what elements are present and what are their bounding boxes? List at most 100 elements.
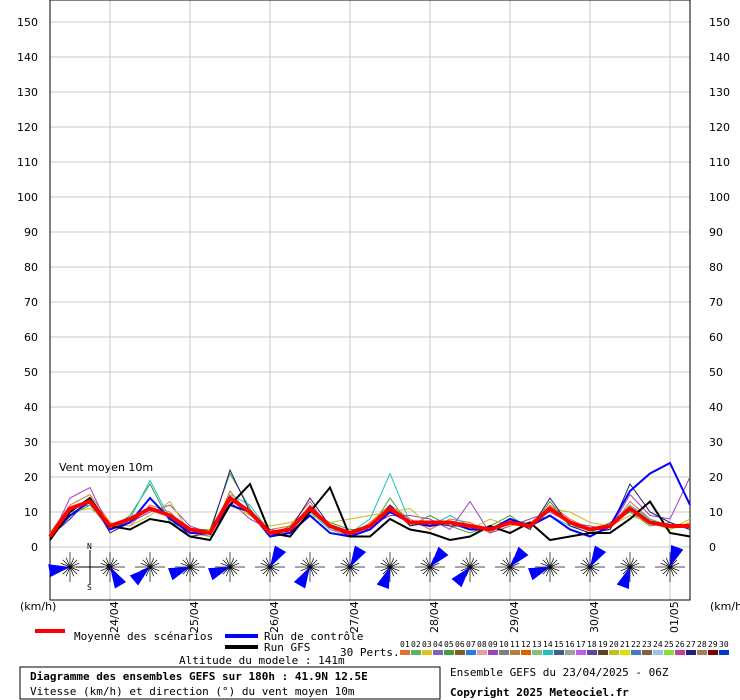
perturbation-swatch xyxy=(708,650,718,655)
rose-spoke xyxy=(340,562,351,568)
rose-spoke xyxy=(545,557,551,568)
rose-spoke xyxy=(549,562,560,568)
rose-spoke xyxy=(469,566,475,577)
rose-spoke xyxy=(462,559,471,568)
perturbation-swatch xyxy=(543,650,553,655)
perturbation-swatch xyxy=(455,650,465,655)
rose-spoke xyxy=(429,562,440,568)
y-tick-label: 120 xyxy=(17,121,38,134)
rose-spoke xyxy=(629,566,635,577)
rose-spoke xyxy=(349,566,355,577)
rose-spoke xyxy=(189,562,200,568)
plot-frame xyxy=(49,0,691,601)
perturbation-swatch xyxy=(499,650,509,655)
rose-wedge xyxy=(590,545,607,567)
rose-spoke xyxy=(149,566,160,572)
rose-spoke xyxy=(222,559,231,568)
perturbation-swatch xyxy=(554,650,564,655)
perturbation-swatch xyxy=(587,650,597,655)
y-tick-label: 130 xyxy=(17,86,38,99)
rose-spoke xyxy=(542,559,551,568)
rose-spoke xyxy=(429,566,438,575)
rose-spoke xyxy=(389,557,395,568)
rose-wedge xyxy=(168,567,190,581)
y-tick-label-right: 150 xyxy=(709,16,730,29)
perturbation-label: 06 xyxy=(455,640,465,649)
rose-wedge xyxy=(208,567,230,581)
compass-label: E xyxy=(106,563,111,572)
rose-spoke xyxy=(105,557,111,568)
rose-spoke xyxy=(109,562,120,568)
rose-spoke xyxy=(589,566,600,572)
perturbation-label: 14 xyxy=(543,640,553,649)
rose-spoke xyxy=(582,559,591,568)
rose-spoke xyxy=(342,559,351,568)
rose-spoke xyxy=(509,557,515,568)
rose-spoke xyxy=(622,559,631,568)
rose-spoke xyxy=(542,566,551,575)
perturbation-label: 18 xyxy=(587,640,597,649)
perturbation-label: 27 xyxy=(686,640,696,649)
rose-wedge xyxy=(350,545,367,567)
y-tick-label: 150 xyxy=(17,16,38,29)
perturbation-label: 25 xyxy=(664,640,674,649)
rose-spoke xyxy=(665,566,671,577)
rose-spoke xyxy=(425,566,431,577)
perturbation-swatch xyxy=(697,650,707,655)
rose-spoke xyxy=(149,557,155,568)
rose-spoke xyxy=(500,566,511,572)
series-line xyxy=(49,482,691,542)
rose-spoke xyxy=(182,566,191,575)
rose-spoke xyxy=(229,566,238,575)
rose-spoke xyxy=(620,562,631,568)
info-title: Diagramme des ensembles GEFS sur 180h : … xyxy=(30,670,368,683)
perturbation-swatch xyxy=(422,650,432,655)
rose-spoke xyxy=(549,566,558,575)
compass-label: N xyxy=(87,542,92,551)
rose-wedge xyxy=(270,545,287,567)
rose-spoke xyxy=(469,566,478,575)
perturbation-label: 10 xyxy=(499,640,509,649)
y-tick-label: 70 xyxy=(24,296,38,309)
y-tick-label: 110 xyxy=(17,156,38,169)
rose-spoke xyxy=(465,566,471,577)
rose-spoke xyxy=(629,557,635,568)
rose-wedge xyxy=(376,567,390,589)
rose-wedge xyxy=(293,567,310,589)
compass-label: S xyxy=(87,583,92,592)
y-tick-label: 50 xyxy=(24,366,38,379)
run-info: Ensemble GEFS du 23/04/2025 - 06Z xyxy=(450,666,669,679)
y-tick-label-right: 140 xyxy=(709,51,730,64)
perturbation-swatch xyxy=(532,650,542,655)
rose-spoke xyxy=(502,566,511,575)
perturbation-swatch xyxy=(400,650,410,655)
x-tick-label: 24/04 xyxy=(108,601,121,633)
perturbation-swatch xyxy=(565,650,575,655)
rose-spoke xyxy=(505,566,511,577)
y-tick-label-right: 90 xyxy=(709,226,723,239)
rose-spoke xyxy=(189,566,195,577)
rose-spoke xyxy=(269,562,280,568)
rose-spoke xyxy=(225,566,231,577)
rose-wedge xyxy=(510,546,529,567)
info-subtitle: Vitesse (km/h) et direction (°) du vent … xyxy=(30,685,355,698)
rose-spoke xyxy=(580,562,591,568)
rose-spoke xyxy=(509,562,520,568)
rose-spoke xyxy=(469,559,478,568)
rose-spoke xyxy=(549,557,555,568)
perturbation-label: 26 xyxy=(675,640,685,649)
rose-spoke xyxy=(222,566,231,575)
rose-spoke xyxy=(109,557,115,568)
rose-spoke xyxy=(305,557,311,568)
rose-spoke xyxy=(229,557,235,568)
perturbation-swatch xyxy=(444,650,454,655)
rose-spoke xyxy=(382,566,391,575)
y-tick-label-right: 20 xyxy=(709,471,723,484)
perts-label: 30 Perts. xyxy=(340,646,400,659)
rose-spoke xyxy=(380,562,391,568)
perturbation-label: 17 xyxy=(576,640,586,649)
rose-spoke xyxy=(669,559,678,568)
rose-spoke xyxy=(420,566,431,572)
